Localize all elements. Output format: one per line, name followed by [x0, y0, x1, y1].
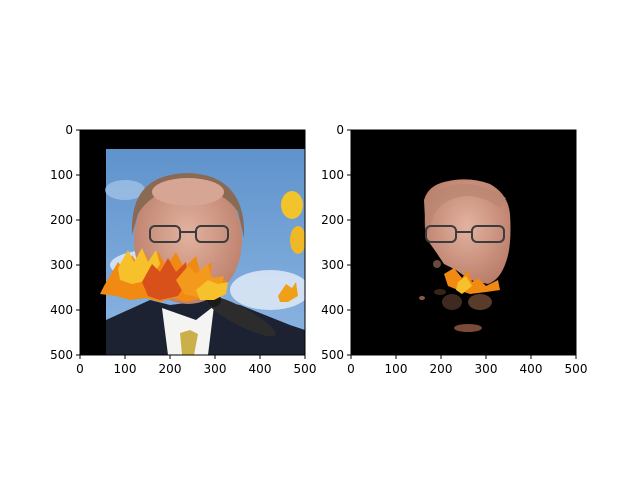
left-xtick-label-4: 400	[249, 362, 272, 376]
left-ytick-label-5: 500	[50, 348, 73, 362]
left-ytick-label-4: 400	[50, 303, 73, 317]
left-ytick-label-3: 300	[50, 258, 73, 272]
right-image	[351, 130, 576, 355]
right-ytick-label-4: 400	[321, 303, 344, 317]
right-xtick-label-1: 100	[385, 362, 408, 376]
right-xtick-label-5: 500	[565, 362, 588, 376]
right-xtick-label-2: 200	[430, 362, 453, 376]
left-xtick-label-1: 100	[114, 362, 137, 376]
left-xtick-label-2: 200	[159, 362, 182, 376]
left-ytick-label-0: 0	[65, 123, 73, 137]
right-ytick-label-3: 300	[321, 258, 344, 272]
left-image	[80, 130, 310, 355]
right-xtick-label-3: 300	[475, 362, 498, 376]
left-xtick-label-3: 300	[204, 362, 227, 376]
left-xtick-label-0: 0	[76, 362, 84, 376]
left-ytick-label-2: 200	[50, 213, 73, 227]
left-xtick-label-5: 500	[294, 362, 317, 376]
right-xtick-label-4: 400	[520, 362, 543, 376]
right-ytick-label-0: 0	[336, 123, 344, 137]
left-ytick-label-1: 100	[50, 168, 73, 182]
right-ytick-label-2: 200	[321, 213, 344, 227]
right-ytick-label-1: 100	[321, 168, 344, 182]
right-xtick-label-0: 0	[347, 362, 355, 376]
right-ytick-label-5: 500	[321, 348, 344, 362]
